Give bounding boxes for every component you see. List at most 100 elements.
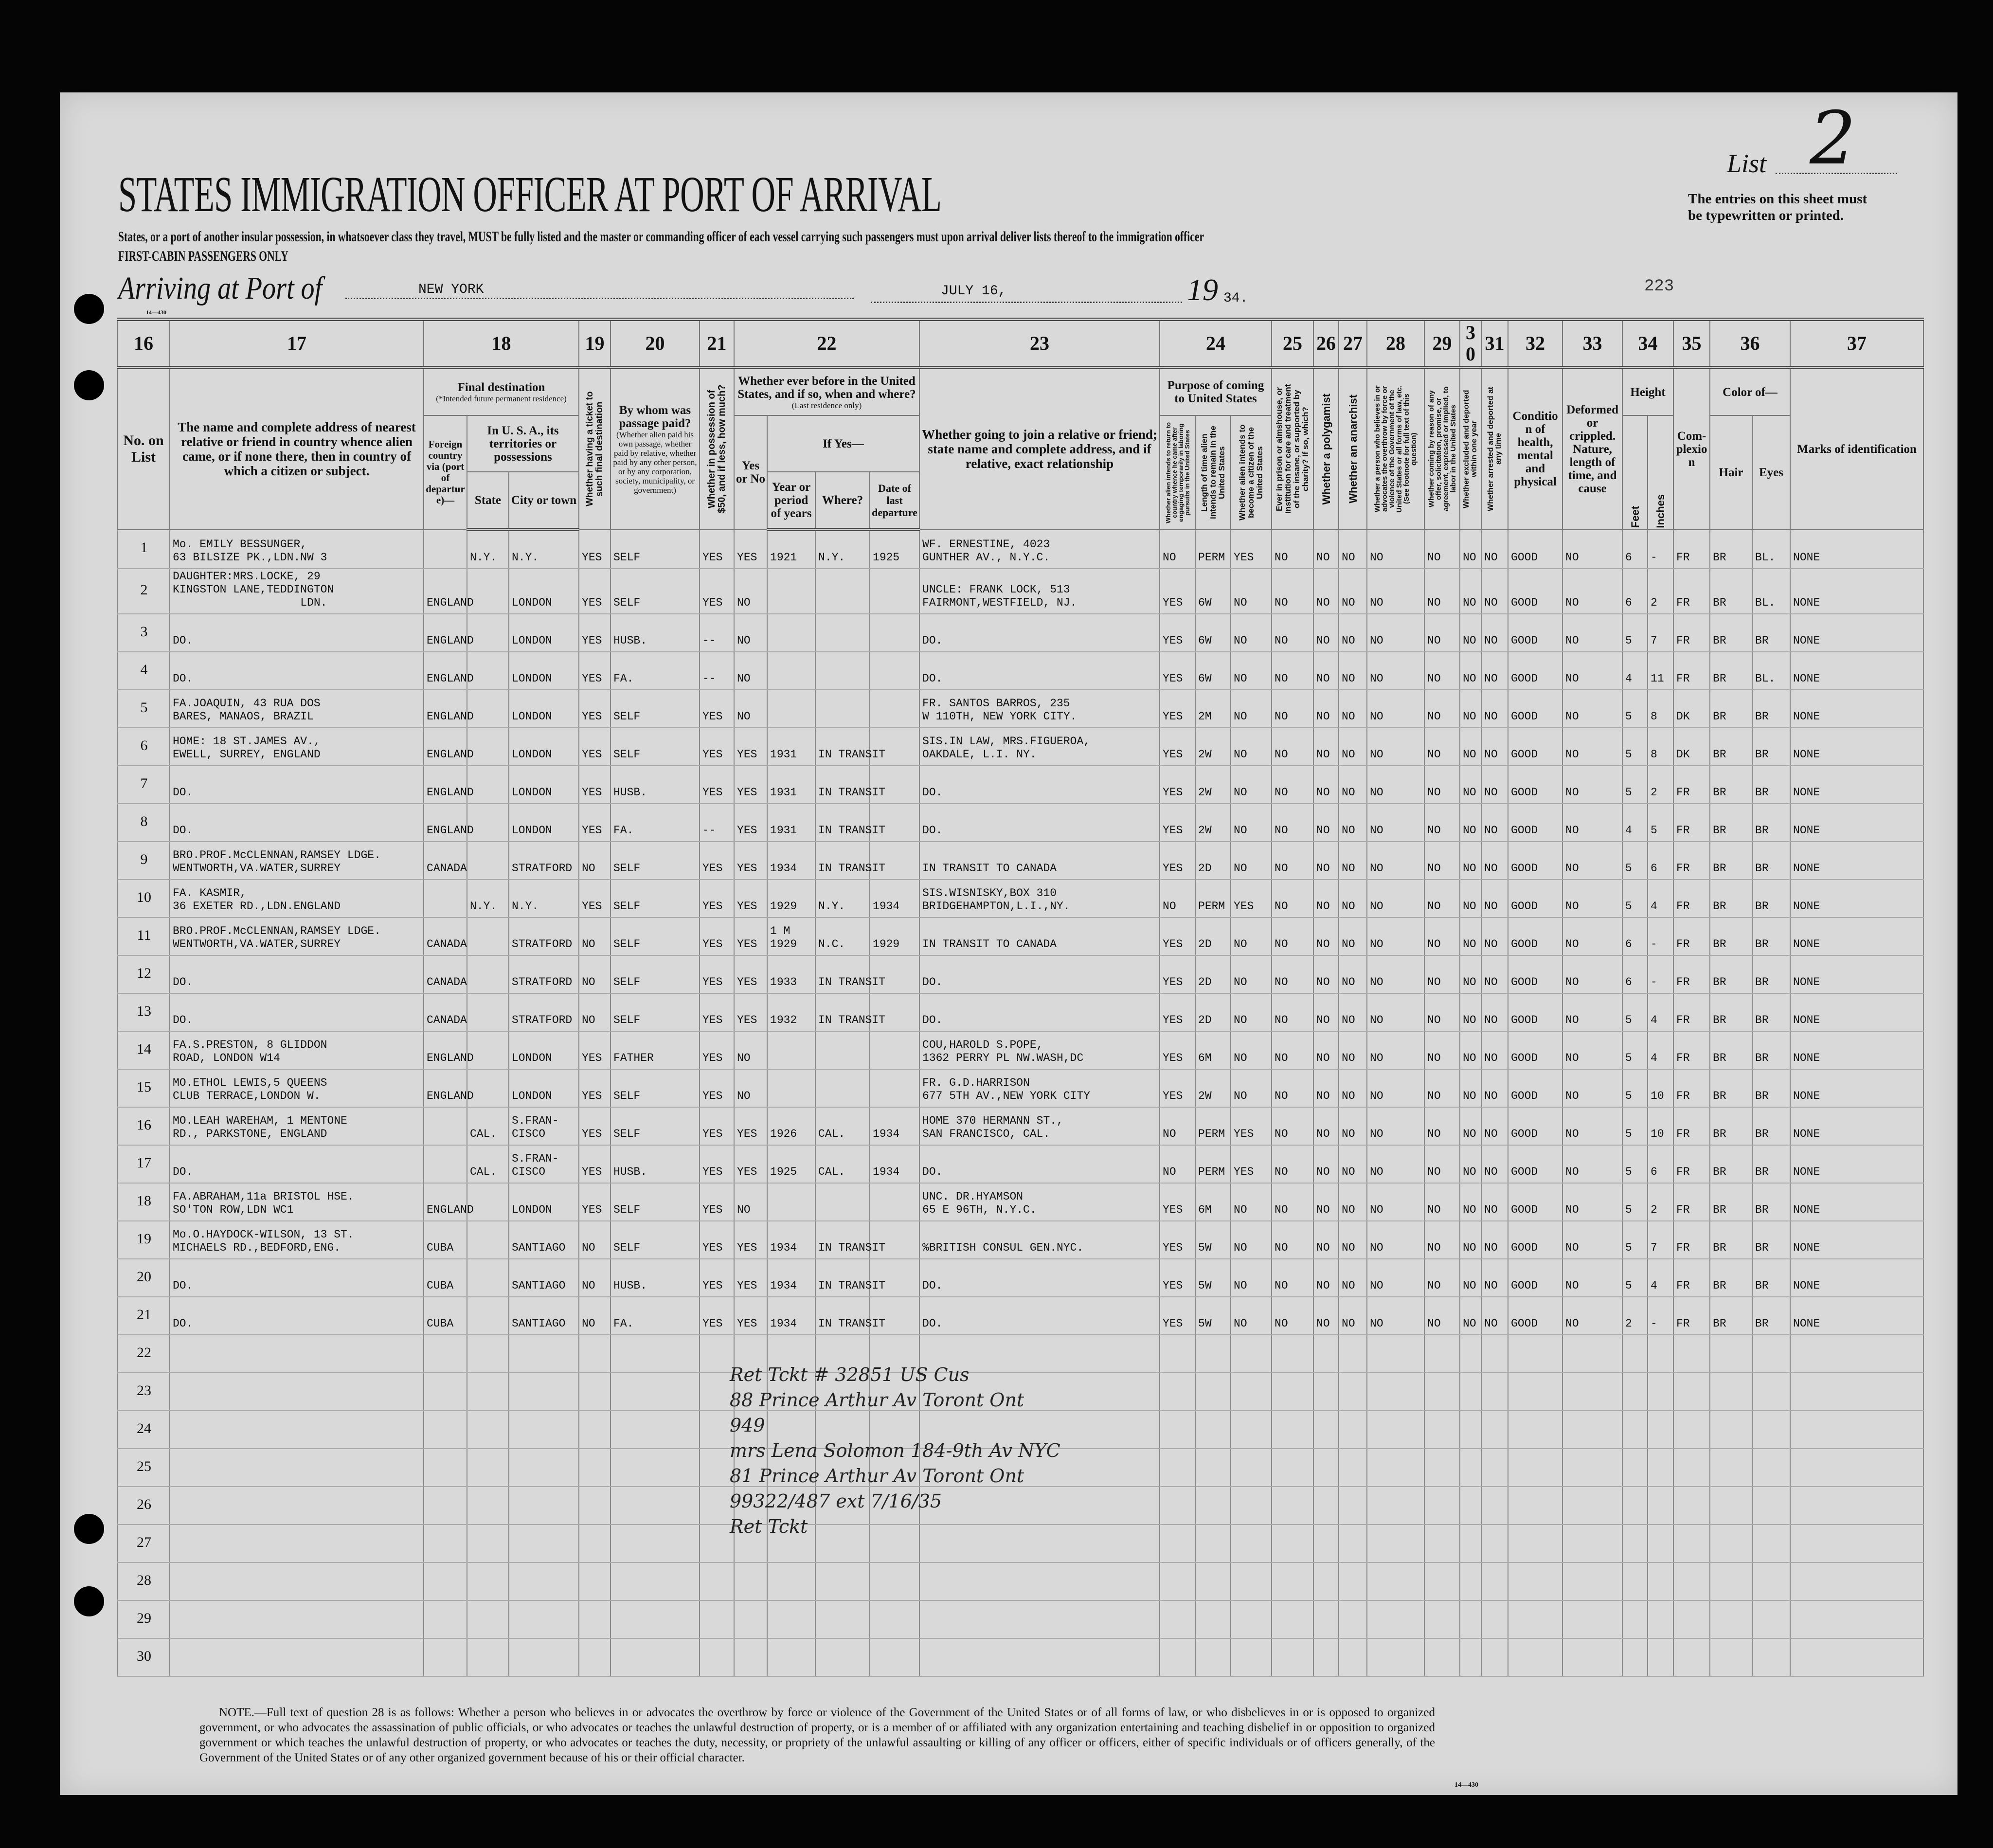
cell-anarchist: NO — [1338, 569, 1368, 614]
cell-state — [467, 690, 509, 728]
cell-foreign — [423, 1373, 467, 1411]
cell-deported: NO — [1481, 766, 1509, 804]
cell-marks — [1790, 1525, 1924, 1563]
cell-q28 — [1366, 1638, 1425, 1677]
header-purpose: Purpose of coming to United States — [1159, 367, 1273, 416]
cell-before: NO — [734, 1031, 768, 1070]
header-relative: The name and complete address of nearest… — [169, 367, 424, 530]
cell-paid-by — [610, 1600, 700, 1639]
cell-joining: DO. — [919, 652, 1161, 690]
cell-where: IN TRANSIT — [815, 1297, 885, 1335]
cell-marks: NONE — [1790, 804, 1924, 842]
cell-purpose-return: YES — [1159, 842, 1196, 880]
cell-anarchist: NO — [1338, 955, 1368, 994]
cell-complexion: FR — [1673, 529, 1711, 569]
cell-purpose-return: NO — [1159, 879, 1196, 918]
cell-q28: NO — [1366, 842, 1425, 880]
cell-length: PERM — [1195, 879, 1232, 918]
cell-eyes: BL. — [1752, 569, 1791, 614]
table-row: 5 FA.JOAQUIN, 43 RUA DOS BARES, MANAOS, B… — [117, 690, 1924, 728]
cell-excluded: NO — [1459, 1069, 1482, 1108]
cell-q28: NO — [1366, 1107, 1425, 1146]
cell-where: N.C. — [815, 917, 871, 956]
cell-length: 5W — [1195, 1297, 1232, 1335]
cell-where: CAL. — [815, 1107, 871, 1146]
cell-q29: NO — [1424, 569, 1461, 614]
year-suffix: 34. — [1223, 291, 1248, 306]
table-row: 15 MO.ETHOL LEWIS,5 QUEENS CLUB TERRACE,L… — [117, 1069, 1924, 1108]
cell-q28: NO — [1366, 993, 1425, 1032]
cell-prison — [1271, 1449, 1314, 1487]
cell-marks: NONE — [1790, 614, 1924, 652]
cell-year: 1929 — [767, 879, 816, 918]
cell-eyes: BR — [1752, 1221, 1791, 1259]
cell-excluded — [1459, 1335, 1482, 1373]
cell-joining: DO. — [919, 766, 1161, 804]
cell-marks: NONE — [1790, 955, 1924, 994]
cell-paid-by: SELF — [610, 879, 700, 918]
cell-marks: NONE — [1790, 917, 1924, 956]
cell-condition: GOOD — [1508, 652, 1563, 690]
cell-state: N.Y. — [467, 879, 509, 918]
cell-purpose-return: YES — [1159, 1297, 1196, 1335]
final-destination-label: Final destination — [457, 381, 545, 394]
cell-feet — [1622, 1373, 1649, 1411]
cell-joining: DO. — [919, 1297, 1161, 1335]
cell-complexion — [1673, 1562, 1711, 1601]
cell-citizen — [1230, 1411, 1273, 1449]
cell-purpose-return: YES — [1159, 1259, 1196, 1297]
cell-feet: 5 — [1622, 879, 1649, 918]
cell-relative: MO.ETHOL LEWIS,5 QUEENS CLUB TERRACE,LON… — [169, 1069, 424, 1108]
cell-no: 7 — [117, 766, 170, 804]
cell-polygamist: NO — [1313, 1221, 1340, 1259]
cell-q28: NO — [1366, 804, 1425, 842]
cell-polygamist: NO — [1313, 1107, 1340, 1146]
cell-q28 — [1366, 1487, 1425, 1525]
cell-purpose-return: NO — [1159, 529, 1196, 569]
cell-excluded — [1459, 1600, 1482, 1639]
cell-eyes: BR — [1752, 804, 1791, 842]
cell-joining: SIS.IN LAW, MRS.FIGUEROA, OAKDALE, L.I. … — [919, 728, 1161, 766]
cell-condition: GOOD — [1508, 690, 1563, 728]
cell-length — [1195, 1449, 1232, 1487]
cell-condition: GOOD — [1508, 879, 1563, 918]
cell-hair: BR — [1709, 1107, 1753, 1146]
cell-eyes — [1752, 1411, 1791, 1449]
cell-last-dep — [869, 690, 920, 728]
cell-where — [815, 1562, 871, 1601]
cell-marks: NONE — [1790, 569, 1924, 614]
cell-state — [467, 842, 509, 880]
cell-last-dep — [869, 1259, 920, 1297]
cell-inches: 11 — [1647, 652, 1674, 690]
cell-where: N.Y. — [815, 879, 871, 918]
cell-q29: NO — [1424, 842, 1461, 880]
cell-state — [467, 1335, 509, 1373]
cell-last-dep: 1934 — [869, 1107, 920, 1146]
cell-joining — [919, 1411, 1161, 1449]
cell-hair — [1709, 1449, 1753, 1487]
cell-marks: NONE — [1790, 690, 1924, 728]
cell-no: 26 — [117, 1487, 170, 1525]
cell-anarchist: NO — [1338, 766, 1368, 804]
cell-year — [767, 1183, 816, 1221]
cell-eyes — [1752, 1487, 1791, 1525]
cell-prison: NO — [1271, 917, 1314, 956]
cell-eyes: BR — [1752, 955, 1791, 994]
cell-inches: - — [1647, 955, 1674, 994]
cell-length: 2D — [1195, 955, 1232, 994]
cell-q29 — [1424, 1487, 1461, 1525]
cell-eyes — [1752, 1335, 1791, 1373]
table-row: 14 FA.S.PRESTON, 8 GLIDDON ROAD, LONDON W… — [117, 1031, 1924, 1070]
cell-condition — [1508, 1487, 1563, 1525]
cell-hair: BR — [1709, 1069, 1753, 1108]
cell-paid-by: FA. — [610, 804, 700, 842]
column-number-row: 16 17 18 19 20 21 22 23 24 25 26 27 28 29 30 31 32 33 34 35… — [117, 318, 1924, 369]
cell-year — [767, 1031, 816, 1070]
cell-purpose-return: YES — [1159, 804, 1196, 842]
cell-feet: 2 — [1622, 1297, 1649, 1335]
cell-prison: NO — [1271, 955, 1314, 994]
cell-excluded: NO — [1459, 1031, 1482, 1070]
cell-deformed: NO — [1562, 1031, 1623, 1070]
header-before: Whether ever before in the United States… — [734, 367, 920, 416]
cell-complexion — [1673, 1449, 1711, 1487]
